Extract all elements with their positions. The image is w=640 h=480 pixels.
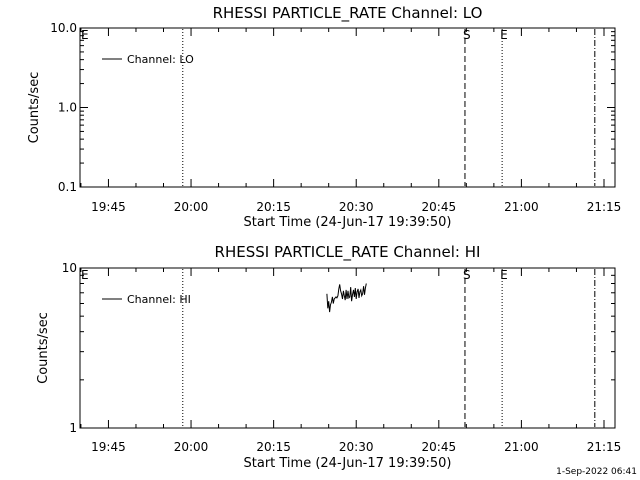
- x-tick-label: 21:00: [504, 200, 539, 214]
- x-tick-label: 20:15: [256, 200, 291, 214]
- x-tick-label: 21:15: [587, 440, 622, 454]
- event-marker-label: S: [463, 268, 471, 282]
- plot-frame: [79, 27, 616, 188]
- y-tick-label: 0.1: [58, 180, 77, 194]
- panel-lo: RHESSI PARTICLE_RATE Channel: LO 19:45 20:…: [27, 4, 621, 230]
- event-marker-label: S: [463, 28, 471, 42]
- x-tick-label: 20:30: [339, 200, 374, 214]
- y-tick-label: 10: [62, 261, 77, 275]
- y-tick-label: 10.0: [50, 21, 77, 35]
- x-tick-label: 20:00: [174, 200, 209, 214]
- y-axis-label: Counts/sec: [36, 312, 51, 384]
- x-axis-label: Start Time (24-Jun-17 19:39:50): [244, 215, 452, 230]
- chart-title: RHESSI PARTICLE_RATE Channel: HI: [215, 243, 481, 262]
- x-tick-label: 21:00: [504, 440, 539, 454]
- footer-timestamp: 1-Sep-2022 06:41: [556, 467, 637, 477]
- x-tick-label: 20:45: [422, 440, 457, 454]
- legend-label: Channel: LO: [127, 53, 194, 66]
- series-line: [326, 283, 367, 313]
- x-tick-label: 20:00: [174, 440, 209, 454]
- event-marker-label: E: [500, 268, 508, 282]
- x-tick-label: 21:15: [587, 200, 622, 214]
- y-axis-label: Counts/sec: [27, 72, 42, 144]
- event-marker-label: E: [81, 268, 89, 282]
- panel-hi: RHESSI PARTICLE_RATE Channel: HI 19:45 20:…: [36, 243, 621, 471]
- x-tick-label: 20:45: [422, 200, 457, 214]
- y-tick-label: 1.0: [58, 101, 77, 115]
- plot-frame: [79, 267, 616, 429]
- x-tick-label: 19:45: [91, 200, 126, 214]
- x-tick-label: 19:45: [91, 440, 126, 454]
- x-tick-label: 20:30: [339, 440, 374, 454]
- y-tick-label: 1: [69, 421, 77, 435]
- chart-title: RHESSI PARTICLE_RATE Channel: LO: [213, 4, 483, 23]
- event-marker-label: E: [500, 28, 508, 42]
- event-marker-label: E: [81, 28, 89, 42]
- legend-label: Channel: HI: [127, 293, 191, 306]
- x-tick-label: 20:15: [256, 440, 291, 454]
- x-axis-label: Start Time (24-Jun-17 19:39:50): [244, 456, 452, 471]
